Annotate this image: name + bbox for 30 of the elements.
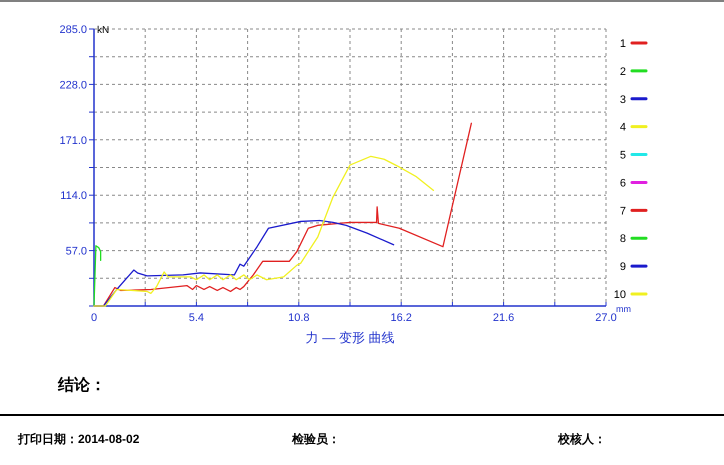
- x-tick-label: 27.0: [595, 312, 617, 324]
- y-axis-title: kN: [97, 25, 110, 36]
- x-tick-label: 21.6: [492, 312, 514, 324]
- x-tick-label: 10.8: [288, 312, 310, 324]
- legend-label: 2: [620, 66, 626, 78]
- legend-label: 3: [620, 94, 626, 106]
- x-tick-label: 0: [90, 312, 98, 324]
- text: 结论：: [57, 376, 106, 394]
- legend-label: 1: [620, 38, 626, 50]
- legend-label: 6: [620, 177, 626, 190]
- x-tick-label: 5.4: [188, 312, 204, 324]
- text: 检验员：: [291, 432, 340, 446]
- line-series: [93, 245, 102, 307]
- y-tick-label: 114.0: [60, 190, 87, 202]
- legend-label: 4: [620, 122, 626, 134]
- text: 校核人：: [557, 432, 606, 446]
- y-tick-label: 57.0: [66, 246, 87, 258]
- x-tick-label: 16.2: [390, 312, 412, 324]
- legend-label: 8: [620, 233, 626, 246]
- x-axis-title: mm: [616, 304, 631, 314]
- y-tick-label: 171.0: [59, 134, 87, 147]
- text: 力 — 变形 曲线: [306, 330, 394, 345]
- legend-label: 7: [620, 205, 626, 218]
- y-tick-label: 228.0: [59, 79, 87, 92]
- text: 打印日期：2014-08-02: [17, 432, 140, 446]
- line-series: [93, 156, 434, 307]
- legend-label: 10: [614, 289, 626, 301]
- legend-label: 5: [620, 150, 626, 162]
- y-tick-label: 285.0: [59, 24, 87, 36]
- legend-label: 9: [620, 261, 626, 274]
